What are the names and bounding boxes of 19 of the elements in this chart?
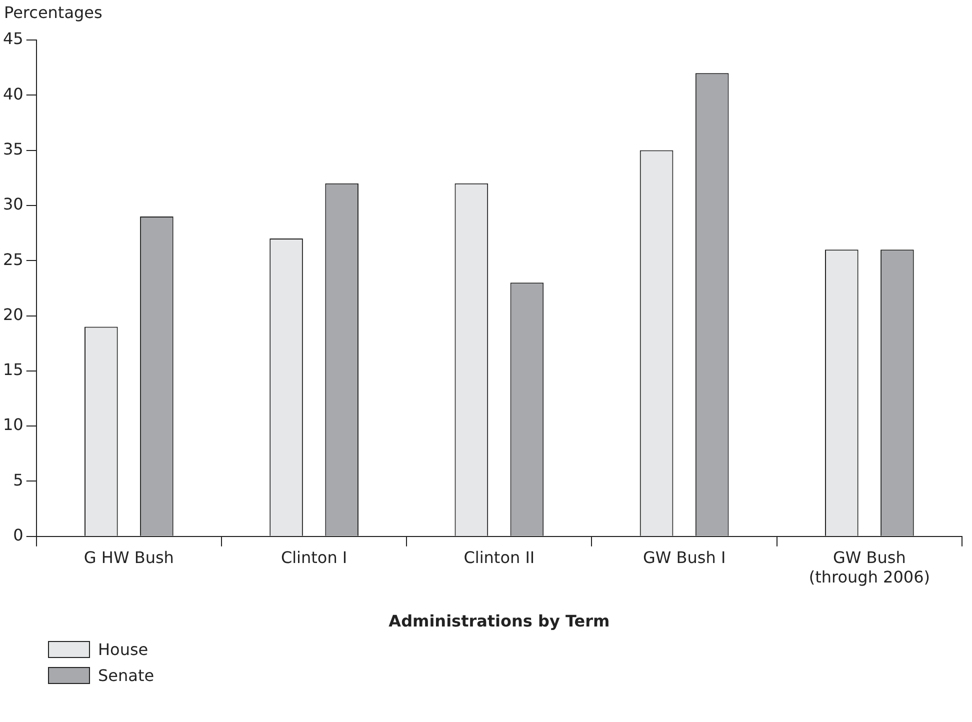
legend-label: House: [98, 640, 148, 658]
y-tick-label: 15: [3, 360, 24, 380]
x-axis-title: Administrations by Term: [388, 612, 610, 631]
y-tick-label: 20: [3, 304, 24, 324]
y-tick-label: 45: [3, 29, 24, 48]
x-tick-label: Clinton I: [280, 548, 348, 568]
x-tick-label: G HW Bush: [84, 548, 174, 568]
x-tick-label: Clinton II: [464, 548, 535, 568]
y-tick-label: 35: [3, 139, 24, 158]
x-tick-label: GW Bush I: [642, 548, 726, 568]
legend-label: Senate: [98, 666, 154, 684]
y-axis-title: Percentages: [4, 3, 102, 22]
y-tick-label: 40: [3, 84, 24, 104]
y-tick-label: 25: [3, 250, 24, 269]
y-tick-label: 0: [13, 526, 24, 545]
x-tick-label: GW Bush (through 2006): [808, 548, 930, 586]
y-tick-label: 10: [3, 415, 24, 434]
y-tick-label: 30: [3, 194, 24, 214]
y-tick-label: 5: [13, 470, 24, 490]
